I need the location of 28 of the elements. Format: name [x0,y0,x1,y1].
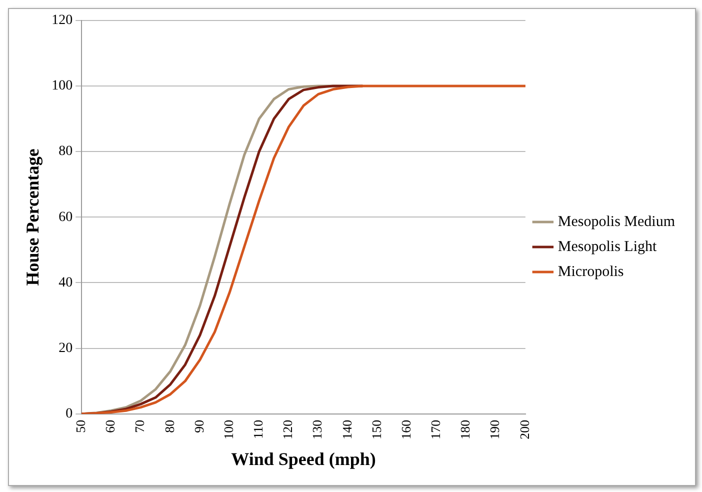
y-tick-label: 80 [58,144,73,160]
legend-label: Mesopolis Light [558,238,658,255]
legend-label: Mesopolis Medium [558,214,676,230]
x-tick-label: 140 [339,420,354,440]
x-tick-label: 160 [398,420,414,440]
x-tick-label: 70 [132,420,148,433]
x-tick-label: 180 [458,420,473,440]
x-tick-label: 150 [368,420,384,440]
y-tick-label: 20 [58,340,73,356]
y-tick-label: 100 [52,78,73,94]
x-tick-label: 100 [220,420,236,440]
y-axis-title: House Percentage [22,148,42,286]
y-tick-label: 40 [58,275,73,290]
y-tick-label: 120 [52,13,73,28]
x-tick-label: 120 [280,420,296,440]
x-tick-label: 200 [516,420,532,440]
x-tick-label: 110 [250,420,266,439]
x-axis-title: Wind Speed (mph) [231,448,376,469]
x-tick-label: 170 [428,420,444,440]
x-tick-label: 50 [73,420,88,433]
x-tick-label: 90 [191,420,206,433]
x-tick-label: 80 [162,420,177,433]
legend-label: Micropolis [558,264,624,280]
x-tick-label: 60 [102,420,118,433]
x-tick-label: 190 [487,420,502,440]
y-tick-label: 60 [58,210,73,225]
x-tick-label: 130 [310,420,325,440]
y-tick-label: 0 [66,406,73,422]
